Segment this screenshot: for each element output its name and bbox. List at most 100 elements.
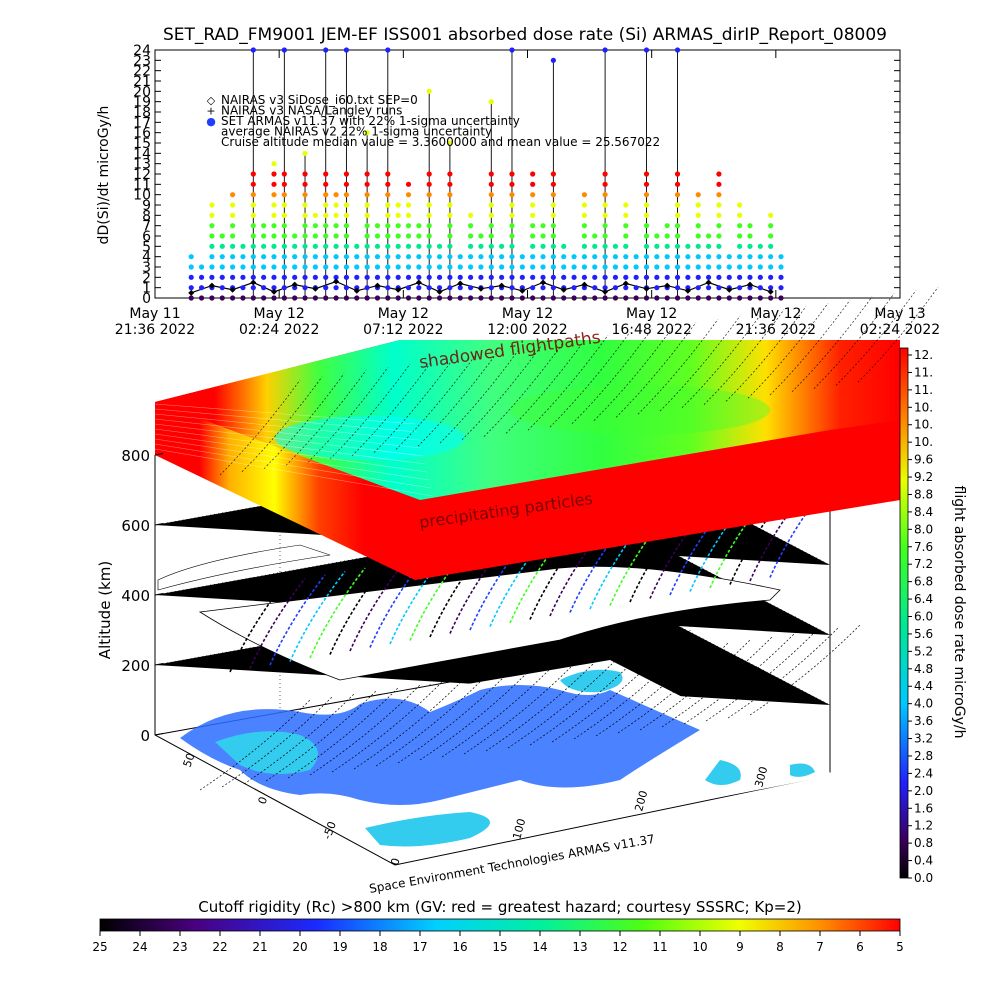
armas-point [685,243,691,249]
armas-point [768,233,774,239]
armas-point [695,212,701,218]
armas-point [664,233,670,239]
top-chart-points [188,47,784,301]
armas-point [209,295,215,301]
armas-point [250,295,256,301]
altitude-tick-mark [154,523,164,526]
iss-orbit-track [229,581,286,673]
armas-point [395,212,401,218]
armas-point [540,223,546,229]
rigidity-colorbar-tick-label: 22 [212,940,227,954]
plate-flight-tracks [219,286,939,476]
armas-point [467,274,474,280]
armas-point [488,285,494,291]
armas-point [209,223,215,229]
altitude-tick-mark [154,663,164,666]
ocean-shallow-region [215,731,318,774]
armas-point [447,274,453,280]
rigidity-colorbar-tick-label: 14 [532,940,547,954]
armas-point [519,295,525,301]
armas-point [323,274,329,280]
armas-point [323,171,329,177]
armas-point [623,243,629,249]
armas-point [747,254,753,260]
armas-point [261,233,267,239]
armas-point [385,202,391,208]
armas-point [768,264,774,270]
armas-point [405,285,412,291]
armas-point [426,264,432,270]
armas-point [643,223,650,229]
rigidity-colorbar-ticks: 25 24 23 22 21 20 19 18 17 16 15 14 13 12 11 10 9 8 7 6 5 [92,931,904,954]
armas-point [478,274,484,280]
armas-point [530,243,536,249]
armas-point [592,274,598,280]
plate-top [155,340,900,500]
dose-colorbar: 12. 11. 11. 10. 10. 10. 9.6 9.2 8.8 8.4 8.0 7.6 7.2 6… [899,347,967,885]
armas-point [385,171,391,177]
armas-point [281,181,287,187]
armas-point [364,274,370,280]
armas-point [261,295,267,301]
armas-point [716,212,722,218]
nairas-point [250,279,257,286]
armas-point [530,295,536,301]
armas-point [385,274,391,280]
nairas-point [312,285,319,292]
plate-track [461,344,543,441]
armas-point [240,295,246,301]
armas-point [488,264,494,270]
iss-orbit-track [329,564,386,655]
x-tick-label-line2: 07:12 2022 [363,322,443,338]
dose-colorbar-ticks: 12. 11. 11. 10. 10. 10. 9.6 9.2 8.8 8.4 8.0 7.6 7.2 6… [908,348,933,885]
armas-point [385,233,391,239]
armas-point [302,295,308,301]
armas-point [426,223,432,229]
nairas-point [746,281,753,288]
iss-orbit-track [649,508,706,599]
armas-point [550,202,556,208]
nairas-point [540,279,547,286]
armas-point [385,223,391,229]
armas-point [478,264,484,270]
armas-point [643,243,650,249]
rigidity-colorbar-tick-label: 8 [776,940,784,954]
armas-point [478,295,484,301]
plate-track [505,338,587,434]
armas-point [240,264,246,270]
armas-point [343,212,350,218]
armas-point [364,295,370,301]
dose-colorbar-tick-label: 6.4 [914,592,933,606]
plate-track [857,286,939,383]
iss-orbit-track [489,536,546,627]
armas-point [695,233,701,239]
nairas-point [767,288,774,295]
rigidity-plate: shadowed flightpaths precipitating parti… [154,286,939,580]
armas-point [188,254,194,260]
rigidity-colorbar-tick-label: 24 [132,940,147,954]
nairas-point [581,281,588,288]
armas-point [447,264,453,270]
armas-point [333,233,339,239]
nairas-point [602,288,609,295]
armas-point [374,254,381,260]
iss-orbit-track [509,532,566,624]
armas-point [726,264,732,270]
armas-point [467,254,474,260]
armas-point [343,254,350,260]
y-tick-label: 12 [133,167,151,183]
armas-point [612,264,619,270]
rigidity-colorbar-tick-label: 25 [92,940,107,954]
armas-point [488,274,494,280]
plate-track [483,341,565,437]
armas-point [581,264,588,270]
armas-point [281,254,287,260]
armas-point [612,243,619,249]
armas-point [685,264,691,270]
armas-point [623,295,629,301]
armas-point [385,243,391,249]
armas-point [540,233,546,239]
armas-point [261,223,267,229]
armas-point [499,243,505,249]
armas-point [302,171,308,177]
